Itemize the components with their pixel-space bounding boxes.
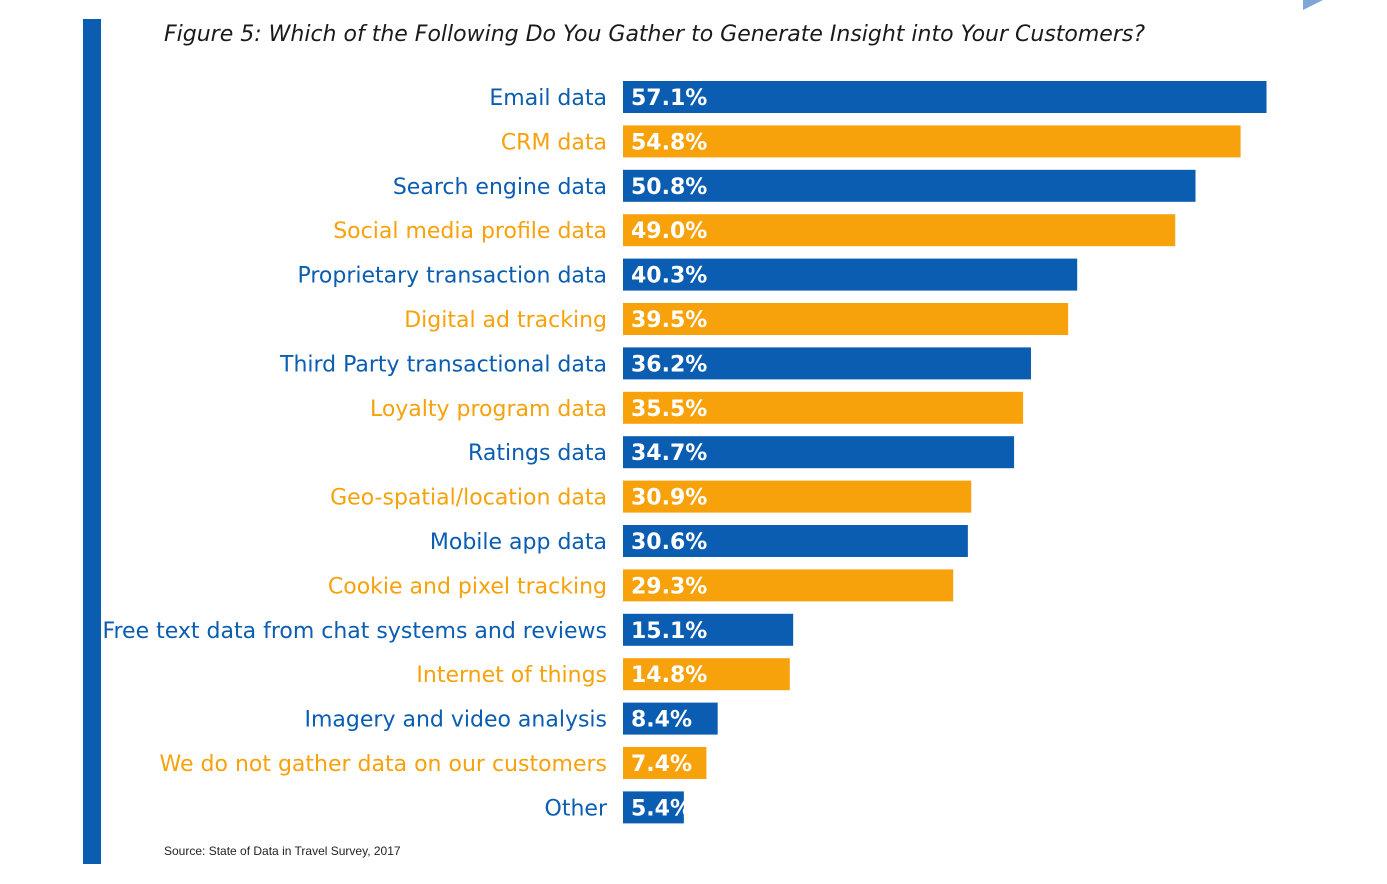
bar-mobile-app-data <box>623 525 968 557</box>
category-label-loyalty-program-data: Loyalty program data <box>370 397 607 422</box>
bar-free-text-data-from-chat-systems-and-reviews <box>623 613 794 646</box>
category-label-social-media-profile-data: Social media profile data <box>333 219 607 244</box>
value-label-third-party-transactional-data: 36.2% <box>631 352 707 377</box>
bar-ratings-data <box>623 436 1015 469</box>
category-label-digital-ad-tracking: Digital ad tracking <box>404 308 607 333</box>
corner-triangle-icon <box>1303 0 1323 10</box>
bar-we-do-not-gather-data-on-our-customers <box>623 747 707 779</box>
value-label-social-media-profile-data: 49.0% <box>631 219 707 244</box>
value-label-digital-ad-tracking: 39.5% <box>631 308 707 333</box>
category-label-ratings-data: Ratings data <box>468 441 607 466</box>
bar-proprietary-transaction-data <box>623 258 1078 291</box>
value-label-imagery-and-video-analysis: 8.4% <box>631 708 692 733</box>
category-label-proprietary-transaction-data: Proprietary transaction data <box>297 264 607 289</box>
value-label-cookie-and-pixel-tracking: 29.3% <box>631 574 707 599</box>
bar-third-party-transactional-data <box>623 347 1031 380</box>
value-label-crm-data: 54.8% <box>631 130 707 155</box>
value-label-email-data: 57.1% <box>631 86 707 111</box>
value-label-other: 5.4% <box>631 796 692 821</box>
value-label-geo-spatial-location-data: 30.9% <box>631 486 707 511</box>
bar-other <box>623 791 684 824</box>
value-label-proprietary-transaction-data: 40.3% <box>631 264 707 289</box>
category-label-crm-data: CRM data <box>501 130 607 155</box>
category-label-free-text-data-from-chat-systems-and-reviews: Free text data from chat systems and rev… <box>102 619 607 644</box>
value-label-mobile-app-data: 30.6% <box>631 530 707 555</box>
value-label-ratings-data: 34.7% <box>631 441 707 466</box>
bar-email-data <box>623 81 1267 113</box>
source-note: Source: State of Data in Travel Survey, … <box>164 844 401 858</box>
bar-imagery-and-video-analysis <box>623 702 718 735</box>
category-label-email-data: Email data <box>489 86 607 111</box>
category-label-geo-spatial-location-data: Geo-spatial/location data <box>330 486 607 511</box>
category-label-search-engine-data: Search engine data <box>393 175 607 200</box>
left-accent-bar <box>83 19 101 864</box>
category-label-internet-of-things: Internet of things <box>416 663 607 688</box>
bar-social-media-profile-data <box>623 214 1176 247</box>
value-label-we-do-not-gather-data-on-our-customers: 7.4% <box>631 752 692 777</box>
value-label-internet-of-things: 14.8% <box>631 663 707 688</box>
category-label-third-party-transactional-data: Third Party transactional data <box>279 352 607 377</box>
bar-search-engine-data <box>623 169 1196 202</box>
category-label-other: Other <box>545 796 608 821</box>
category-label-imagery-and-video-analysis: Imagery and video analysis <box>305 708 608 733</box>
value-label-loyalty-program-data: 35.5% <box>631 397 707 422</box>
chart-title: Figure 5: Which of the Following Do You … <box>164 22 1146 47</box>
value-label-search-engine-data: 50.8% <box>631 175 707 200</box>
bar-loyalty-program-data <box>623 391 1024 424</box>
bar-cookie-and-pixel-tracking <box>623 569 954 602</box>
bar-internet-of-things <box>623 658 790 691</box>
bar-geo-spatial-location-data <box>623 480 972 513</box>
value-label-free-text-data-from-chat-systems-and-reviews: 15.1% <box>631 619 707 644</box>
category-label-cookie-and-pixel-tracking: Cookie and pixel tracking <box>328 574 607 599</box>
bar-digital-ad-tracking <box>623 303 1069 335</box>
category-label-we-do-not-gather-data-on-our-customers: We do not gather data on our customers <box>160 752 607 777</box>
category-label-mobile-app-data: Mobile app data <box>430 530 607 555</box>
bar-crm-data <box>623 125 1241 158</box>
